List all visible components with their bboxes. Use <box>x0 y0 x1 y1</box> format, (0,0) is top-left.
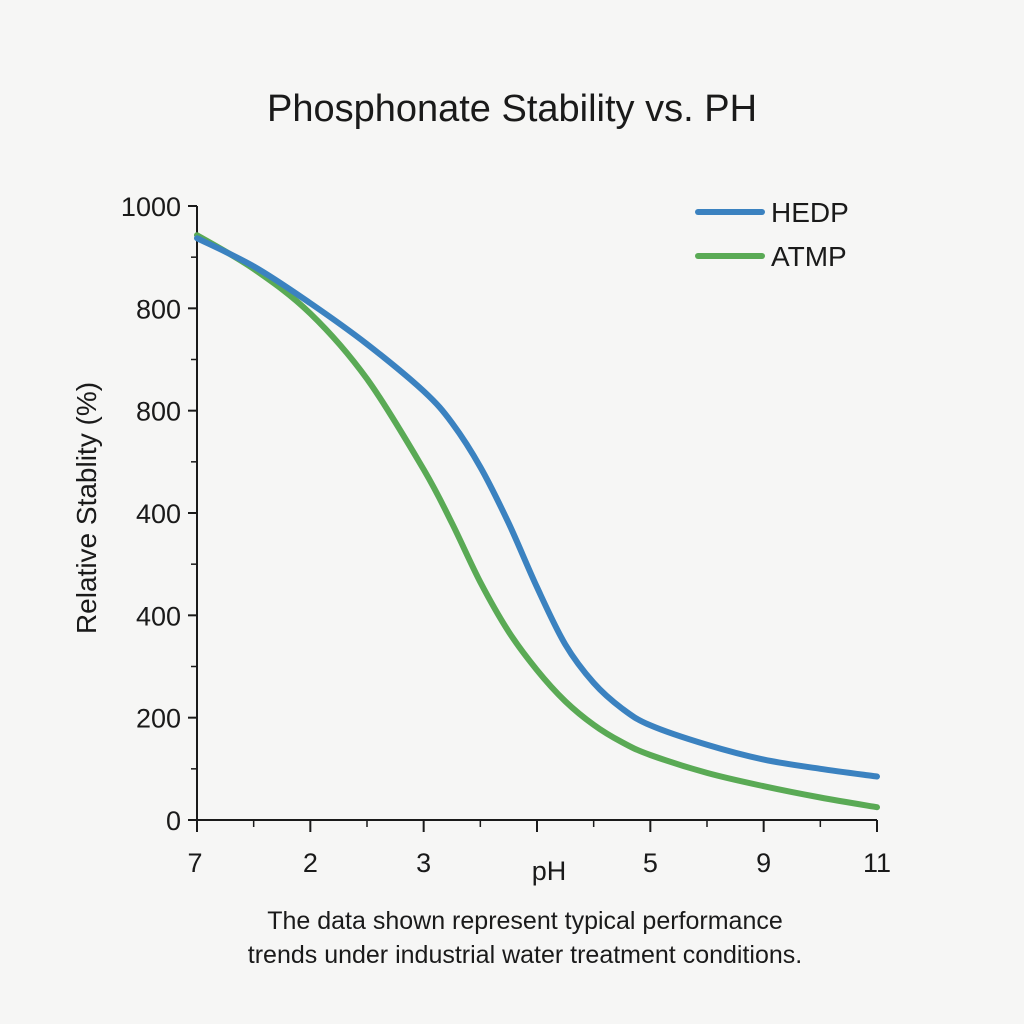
x-tick-label: 9 <box>756 848 771 878</box>
y-tick-label: 200 <box>136 704 181 734</box>
y-tick-label: 800 <box>136 294 181 324</box>
caption-line-1: The data shown represent typical perform… <box>267 907 783 935</box>
x-tick-label: 2 <box>303 848 318 878</box>
x-tick-label: 3 <box>416 848 431 878</box>
series-line-atmp <box>194 232 880 811</box>
y-tick-label: 400 <box>136 601 181 631</box>
legend-label-atmp: ATMP <box>771 241 847 272</box>
chart-caption: The data shown represent typical perform… <box>0 904 1024 972</box>
x-tick-label: 5 <box>643 848 658 878</box>
y-tick-label: 800 <box>136 397 181 427</box>
chart-title: Phosphonate Stability vs. PH <box>266 88 758 130</box>
caption-line-2: trends under industrial water treatment … <box>247 941 803 969</box>
series-line-hedp <box>194 235 880 780</box>
legend: HEDP ATMP <box>695 197 849 272</box>
y-tick-label: 1000 <box>121 192 181 222</box>
x-tick-label: 7 <box>187 848 202 878</box>
y-tick-label: 400 <box>136 499 181 529</box>
x-tick-label: 11 <box>863 848 891 878</box>
legend-label-hedp: HEDP <box>771 197 849 228</box>
x-axis-label: pH <box>532 856 567 886</box>
y-tick-label: 0 <box>166 806 181 836</box>
series-lines <box>194 232 880 811</box>
ticks: 0 200 400 400 800 800 1000 7 2 3 pH 5 9 11 <box>121 192 891 886</box>
y-axis-label: Relative Stablity (%) <box>71 382 102 634</box>
